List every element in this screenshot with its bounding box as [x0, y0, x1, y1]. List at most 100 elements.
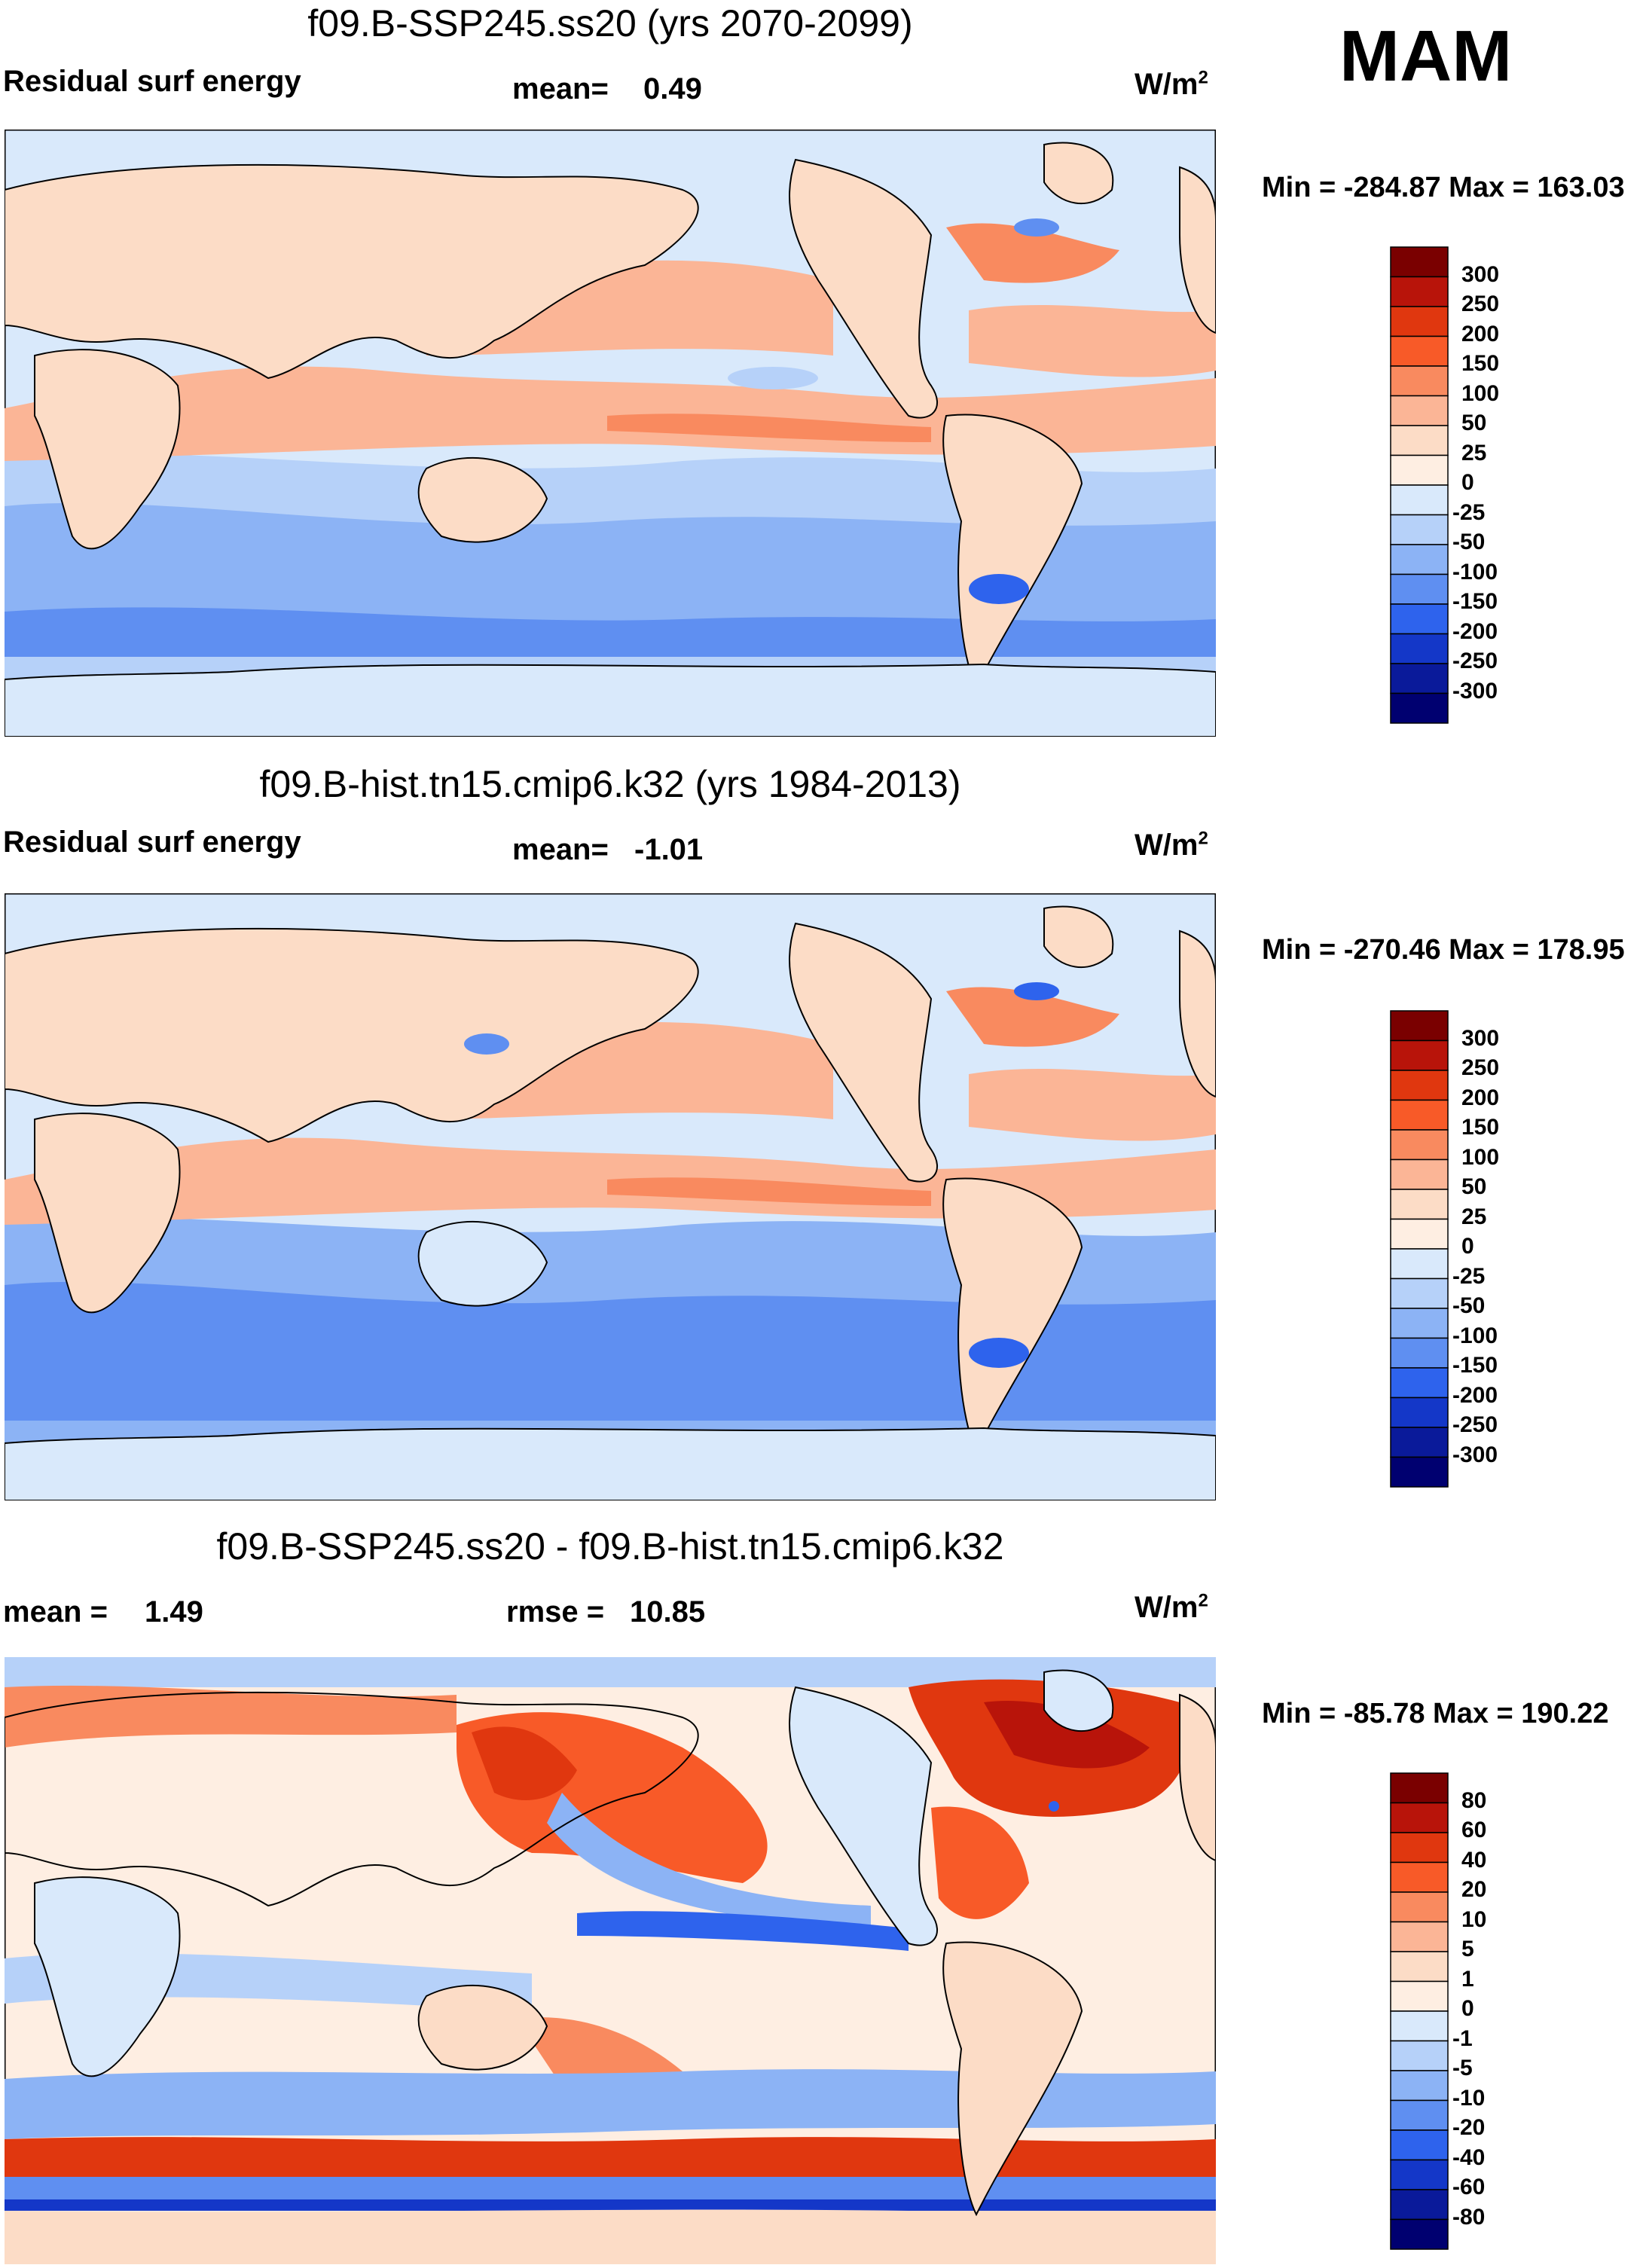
panel-1-min-max: Min = -284.87 Max = 163.03 — [1262, 172, 1625, 203]
colorbar-tick-label: 200 — [1461, 321, 1500, 346]
colorbar-tick-label: 20 — [1461, 1877, 1487, 1902]
colorbar-swatch — [1390, 454, 1449, 486]
panel-2-title: f09.B-hist.tn15.cmip6.k32 (yrs 1984-2013… — [259, 763, 961, 805]
colorbar-swatch — [1390, 425, 1449, 456]
colorbar-tick-label: -10 — [1452, 2085, 1486, 2111]
colorbar-swatch — [1390, 1427, 1449, 1458]
panel-3-min-max: Min = -85.78 Max = 190.22 — [1262, 1698, 1609, 1729]
panel-1-variable-label: Residual surf energy — [3, 65, 301, 98]
panel-2-mean-value: -1.01 — [634, 833, 704, 866]
colorbar-swatch — [1390, 1158, 1449, 1190]
panel-1-colorbar — [1390, 246, 1449, 724]
colorbar-tick-label: 50 — [1461, 1174, 1487, 1199]
colorbar-tick-label: 5 — [1461, 1937, 1474, 1961]
panel-1-map — [5, 130, 1216, 737]
panel-1-mean-value: 0.49 — [643, 72, 702, 105]
colorbar-swatch — [1390, 1921, 1449, 1952]
colorbar-tick-label: -5 — [1452, 2056, 1473, 2080]
colorbar-swatch — [1390, 2159, 1449, 2190]
panel-3-rmse-label: rmse = — [506, 1595, 605, 1629]
colorbar-tick-label: -40 — [1452, 2144, 1486, 2170]
colorbar-swatch — [1390, 603, 1449, 635]
season-label: MAM — [1339, 16, 1513, 96]
colorbar-swatch — [1390, 2070, 1449, 2102]
colorbar-tick-label: 50 — [1461, 411, 1487, 435]
panel-3-mean-value: 1.49 — [145, 1595, 203, 1629]
colorbar-swatch — [1390, 306, 1449, 337]
colorbar-swatch — [1390, 1129, 1449, 1161]
panel-3-colorbar — [1390, 1772, 1449, 2250]
colorbar-swatch — [1390, 692, 1449, 724]
colorbar-tick-label: 250 — [1461, 292, 1500, 316]
panel-2-map — [5, 893, 1216, 1500]
colorbar-swatch — [1390, 2218, 1449, 2250]
panel-2-min-max: Min = -270.46 Max = 178.95 — [1262, 934, 1625, 966]
units-exponent: 2 — [1198, 828, 1208, 849]
panel-2-colorbar — [1390, 1010, 1449, 1488]
panel-1-mean-label: mean= — [512, 72, 609, 105]
units-exponent: 2 — [1198, 67, 1208, 88]
colorbar-swatch — [1390, 663, 1449, 694]
colorbar-tick-label: 300 — [1461, 261, 1500, 287]
colorbar-swatch — [1390, 335, 1449, 367]
panel-3-units: W/m2 — [1135, 1591, 1208, 1625]
colorbar-swatch — [1390, 514, 1449, 545]
colorbar-swatch — [1390, 2099, 1449, 2131]
panel-1-title: f09.B-SSP245.ss20 (yrs 2070-2099) — [307, 2, 913, 44]
colorbar-tick-label: 0 — [1461, 1234, 1474, 1259]
colorbar-swatch — [1390, 1456, 1449, 1488]
colorbar-tick-label: 100 — [1461, 380, 1500, 406]
colorbar-swatch — [1390, 1308, 1449, 1339]
colorbar-swatch — [1390, 1772, 1449, 1804]
colorbar-swatch — [1390, 1951, 1449, 1983]
colorbar-swatch — [1390, 2010, 1449, 2042]
colorbar-tick-label: -50 — [1452, 530, 1486, 554]
panel-3-map — [5, 1657, 1216, 2264]
colorbar-tick-label: -100 — [1452, 559, 1498, 585]
colorbar-tick-label: -300 — [1452, 1442, 1498, 1467]
colorbar-swatch — [1390, 395, 1449, 426]
colorbar-tick-label: 40 — [1461, 1847, 1487, 1873]
colorbar-swatch — [1390, 633, 1449, 664]
colorbar-tick-label: -300 — [1452, 678, 1498, 704]
colorbar-swatch — [1390, 1248, 1449, 1280]
colorbar-tick-label: 150 — [1461, 1115, 1500, 1140]
colorbar-tick-label: -150 — [1452, 1353, 1498, 1378]
colorbar-swatch — [1390, 544, 1449, 575]
colorbar-swatch — [1390, 1861, 1449, 1893]
colorbar-tick-label: 0 — [1461, 470, 1474, 495]
colorbar-tick-label: 300 — [1461, 1025, 1500, 1051]
colorbar-tick-label: -250 — [1452, 1412, 1498, 1437]
colorbar-swatch — [1390, 1218, 1449, 1250]
colorbar-tick-label: -80 — [1452, 2204, 1486, 2230]
colorbar-swatch — [1390, 1397, 1449, 1428]
colorbar-swatch — [1390, 1039, 1449, 1071]
units-base: W/m — [1135, 829, 1199, 862]
colorbar-tick-label: 80 — [1461, 1787, 1487, 1813]
colorbar-tick-label: 0 — [1461, 1996, 1474, 2021]
panel-2-mean-label: mean= — [512, 833, 609, 866]
colorbar-tick-label: -60 — [1452, 2175, 1486, 2199]
units-base: W/m — [1135, 1591, 1199, 1624]
colorbar-swatch — [1390, 1980, 1449, 2012]
panel-3-mean-label: mean = — [3, 1595, 108, 1629]
colorbar-swatch — [1390, 1070, 1449, 1101]
panel-1-units: W/m2 — [1135, 68, 1208, 102]
colorbar-swatch — [1390, 1367, 1449, 1399]
panel-3-rmse-value: 10.85 — [630, 1595, 706, 1629]
colorbar-tick-label: 250 — [1461, 1055, 1500, 1080]
colorbar-swatch — [1390, 1010, 1449, 1042]
colorbar-tick-label: 200 — [1461, 1085, 1500, 1110]
colorbar-tick-label: -200 — [1452, 1382, 1498, 1408]
colorbar-tick-label: 100 — [1461, 1144, 1500, 1170]
colorbar-tick-label: -250 — [1452, 649, 1498, 673]
colorbar-swatch — [1390, 1802, 1449, 1833]
colorbar-tick-label: -50 — [1452, 1293, 1486, 1318]
colorbar-swatch — [1390, 246, 1449, 278]
panel-2-variable-label: Residual surf energy — [3, 826, 301, 859]
units-base: W/m — [1135, 68, 1199, 101]
colorbar-swatch — [1390, 484, 1449, 516]
colorbar-tick-label: -200 — [1452, 618, 1498, 644]
colorbar-swatch — [1390, 1277, 1449, 1309]
colorbar-swatch — [1390, 1099, 1449, 1131]
